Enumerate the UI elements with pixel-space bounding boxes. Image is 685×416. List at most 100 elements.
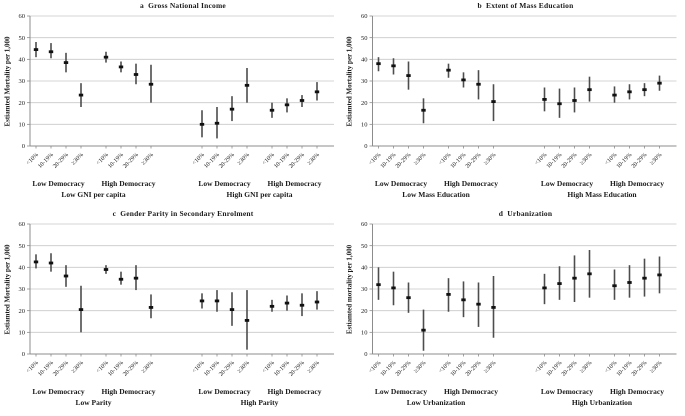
panel-c-title: c Gender Parity in Secondary Enrolment [112,209,254,218]
point-marker [376,283,381,287]
point-marker [572,276,577,280]
x-tick-label: ≥30% [307,152,321,166]
point-marker [657,273,662,277]
group-label-democracy: High Democracy [268,179,322,188]
point-marker [299,99,305,102]
x-tick-label: 10-19% [380,152,398,170]
point-marker [406,74,411,77]
point-marker [587,88,592,92]
x-tick-label: ≥30% [71,152,85,166]
x-tick-label: 10-19% [203,360,221,378]
group-label-democracy: Low Democracy [541,179,594,188]
x-tick-label: ≥30% [649,152,663,166]
x-tick-label: 20-29% [218,360,236,378]
point-marker [446,293,451,296]
point-marker [63,274,69,278]
y-tick-label: 50 [361,243,368,250]
panel-d-title: d Urbanization [498,209,553,218]
point-marker [48,50,54,54]
x-tick-label: 20-29% [395,152,413,170]
point-marker [557,102,562,106]
x-tick-label: ≥30% [237,360,251,374]
y-tick-label: 0 [22,143,25,150]
x-tick-label: 10-19% [273,152,291,170]
y-tick-label: 0 [364,143,367,150]
x-tick-label: 20-29% [122,152,140,170]
x-tick-label: ≥30% [649,360,663,374]
group-label-democracy: High Democracy [610,179,664,188]
point-marker [627,90,632,94]
point-marker [133,73,139,76]
group-label-democracy: High Democracy [102,387,156,396]
x-tick-label: 20-29% [395,360,413,378]
x-tick-label: 20-29% [288,360,306,378]
point-marker [133,276,139,280]
point-marker [642,276,647,280]
point-marker [199,122,205,126]
y-tick-label: 0 [22,351,25,358]
group-label-context: High Urbanization [572,398,633,407]
x-tick-label: 10-19% [380,360,398,378]
panel-d: d Urbanization Estiamted mortality per 1… [342,208,685,416]
point-marker [642,88,647,92]
y-tick-label: 60 [19,13,26,20]
x-tick-label: 10-19% [546,152,564,170]
point-marker [78,93,84,97]
point-marker [391,64,396,68]
x-tick-label: 20-29% [561,152,579,170]
x-tick-label: ≥30% [483,360,497,374]
x-tick-label: 20-29% [122,360,140,378]
y-tick-label: 20 [19,100,26,107]
panel-a: a Gross National Income Estiamted Mortal… [0,0,342,208]
point-marker [421,328,426,332]
panel-a-title: a Gross National Income [140,1,226,10]
point-marker [199,299,205,303]
y-tick-label: 40 [19,265,26,272]
group-label-democracy: Low Democracy [32,387,85,396]
point-marker [33,260,39,264]
x-tick-label: ≥30% [413,152,427,166]
point-marker [314,90,320,94]
point-marker [627,281,632,284]
y-tick-label: 40 [19,57,26,64]
point-marker [587,272,592,276]
group-label-context: High GNI per capita [227,190,293,199]
y-tick-label: 40 [361,265,368,272]
point-marker [299,303,305,307]
group-label-democracy: Low Democracy [198,387,251,396]
y-tick-label: 50 [19,35,26,42]
point-marker [542,286,547,290]
x-tick-label: 10-19% [107,360,125,378]
x-tick-label: ≥30% [413,360,427,374]
panel-b-title: b Extent of Mass Education [477,1,574,10]
point-marker [118,65,124,69]
panel-b: b Extent of Mass Education Estiamted Mor… [342,0,685,208]
x-tick-label: 20-29% [218,152,236,170]
point-marker [461,298,466,302]
group-label-context: High Parity [241,398,279,407]
point-marker [118,277,124,281]
x-tick-label: ≥30% [307,360,321,374]
y-tick-label: 0 [364,351,367,358]
point-marker [269,304,275,308]
group-label-democracy: Low Democracy [198,179,251,188]
point-marker [214,121,220,125]
x-tick-label: ≥30% [71,360,85,374]
point-marker [284,301,290,305]
point-marker [269,108,275,112]
point-marker [421,108,426,112]
x-tick-label: ≥30% [579,360,593,374]
point-marker [229,308,235,311]
x-tick-label: 10-19% [450,360,468,378]
x-tick-label: 20-29% [631,152,649,170]
group-label-democracy: High Democracy [444,179,498,188]
y-tick-label: 60 [361,221,368,228]
y-tick-label: 30 [361,78,368,85]
point-marker [314,300,320,304]
x-tick-label: 20-29% [288,152,306,170]
x-tick-label: ≥30% [483,152,497,166]
group-label-context: High Mass Education [567,190,637,199]
